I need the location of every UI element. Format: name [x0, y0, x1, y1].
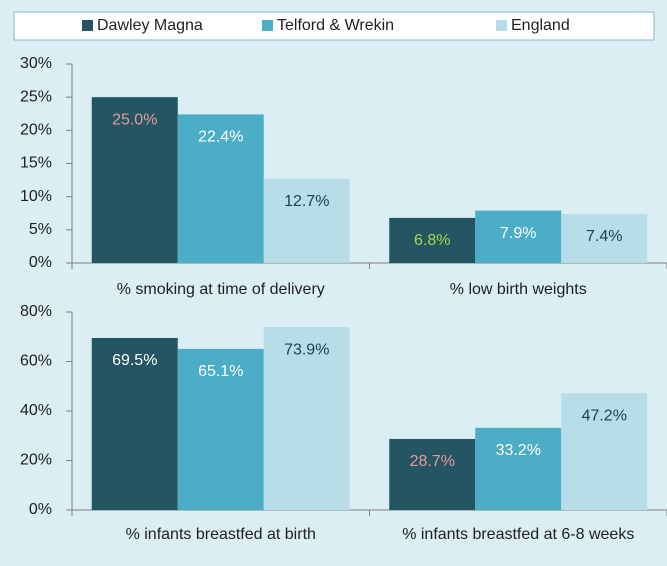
- bar: [177, 348, 264, 510]
- y-tick-label: 15%: [20, 155, 52, 172]
- bar: [561, 213, 648, 263]
- legend-label: Telford & Wrekin: [277, 17, 394, 34]
- y-tick-label: 0%: [29, 501, 52, 518]
- y-tick-label: 80%: [20, 303, 52, 320]
- value-label: 28.7%: [410, 453, 455, 470]
- y-tick-label: 10%: [20, 188, 52, 205]
- y-tick-label: 20%: [20, 452, 52, 469]
- legend-swatch: [496, 20, 507, 31]
- x-tick-label: % infants breastfed at birth: [126, 526, 316, 543]
- bar: [263, 178, 350, 263]
- y-tick-label: 30%: [20, 55, 52, 72]
- y-tick-label: 0%: [29, 254, 52, 271]
- bar: [91, 97, 178, 264]
- value-label: 65.1%: [198, 363, 243, 380]
- x-tick-label-line: % smoking at time of delivery: [117, 281, 325, 298]
- x-tick-label-line: % low birth weights: [450, 281, 587, 298]
- x-tick-label-line: % infants breastfed at birth: [126, 526, 316, 543]
- y-tick-label: 60%: [20, 353, 52, 370]
- value-label: 69.5%: [112, 352, 157, 369]
- value-label: 7.4%: [586, 228, 622, 245]
- bar: [177, 114, 264, 263]
- bar: [91, 337, 178, 510]
- legend-label: England: [511, 17, 570, 34]
- y-tick-label: 20%: [20, 122, 52, 139]
- bar: [561, 393, 648, 510]
- value-label: 6.8%: [414, 232, 450, 249]
- x-tick-label: % low birth weights: [450, 281, 587, 298]
- x-tick-label: % smoking at time of delivery: [117, 281, 325, 298]
- value-label: 22.4%: [198, 129, 243, 146]
- bar: [389, 217, 476, 263]
- bar: [263, 327, 350, 510]
- legend-swatch: [82, 20, 93, 31]
- value-label: 12.7%: [284, 193, 329, 210]
- value-label: 47.2%: [582, 407, 627, 424]
- legend-box: [13, 11, 655, 41]
- x-tick-label-line: % infants breastfed at 6-8 weeks: [402, 526, 634, 543]
- x-tick-label: % infants breastfed at 6-8 weeks: [402, 526, 634, 543]
- bar: [475, 210, 562, 263]
- legend-label: Dawley Magna: [97, 17, 203, 34]
- value-label: 25.0%: [112, 111, 157, 128]
- y-tick-label: 5%: [29, 221, 52, 238]
- value-label: 73.9%: [284, 341, 329, 358]
- bar: [389, 438, 476, 510]
- y-tick-label: 25%: [20, 88, 52, 105]
- legend-swatch: [262, 20, 273, 31]
- value-label: 33.2%: [496, 442, 541, 459]
- bar: [475, 427, 562, 510]
- y-tick-label: 40%: [20, 402, 52, 419]
- value-label: 7.9%: [500, 225, 536, 242]
